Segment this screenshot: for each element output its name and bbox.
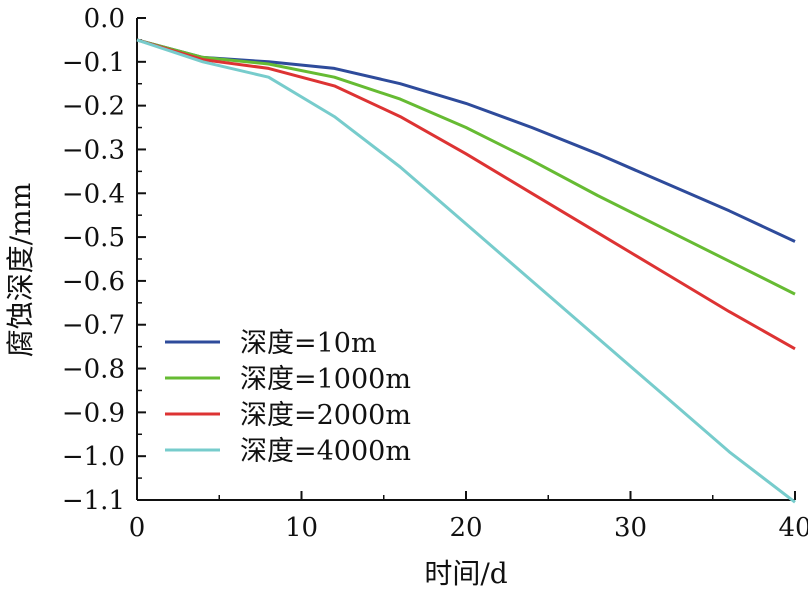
y-tick-label: −0.2 — [62, 92, 125, 122]
legend-label-2: 深度=1000m — [240, 364, 411, 395]
legend-label-4: 深度=4000m — [240, 436, 411, 467]
y-tick-label: −0.9 — [62, 398, 125, 428]
x-tick-label: 40 — [778, 513, 808, 543]
x-axis-label: 时间/d — [424, 557, 507, 590]
legend-label-1: 深度=10m — [240, 328, 377, 359]
y-tick-label: −0.8 — [62, 355, 125, 385]
y-axis-ticks: 0.0 −0.1 −0.2 −0.3 −0.4 −0.5 −0.6 −0.7 −0.8 −0.9 −… — [62, 4, 146, 516]
y-tick-label: −0.3 — [62, 135, 125, 165]
y-tick-label: −1.1 — [62, 486, 125, 516]
y-tick-label: −0.7 — [62, 311, 125, 341]
y-tick-label: −0.5 — [62, 223, 125, 253]
x-axis-ticks: 0 10 20 30 40 — [129, 491, 808, 543]
y-tick-label: 0.0 — [84, 4, 125, 34]
legend-label-3: 深度=2000m — [240, 400, 411, 431]
x-tick-label: 20 — [449, 513, 482, 543]
y-tick-label: −0.4 — [62, 179, 125, 209]
legend: 深度=10m 深度=1000m 深度=2000m 深度=4000m — [165, 328, 411, 467]
series-line-4 — [136, 38, 796, 504]
y-tick-label: −0.6 — [62, 267, 125, 297]
y-tick-label: −1.0 — [62, 442, 125, 472]
x-tick-label: 0 — [129, 513, 146, 543]
x-tick-label: 10 — [285, 513, 318, 543]
series-line-2 — [136, 38, 796, 296]
y-axis-label: 腐蚀深度/mm — [4, 183, 37, 358]
y-tick-label: −0.1 — [62, 48, 125, 78]
plot-area: 0.0 −0.1 −0.2 −0.3 −0.4 −0.5 −0.6 −0.7 −0.8 −0.9 −… — [62, 4, 808, 543]
series-lines — [136, 38, 796, 504]
x-tick-label: 30 — [614, 513, 647, 543]
series-line-3 — [136, 38, 796, 351]
